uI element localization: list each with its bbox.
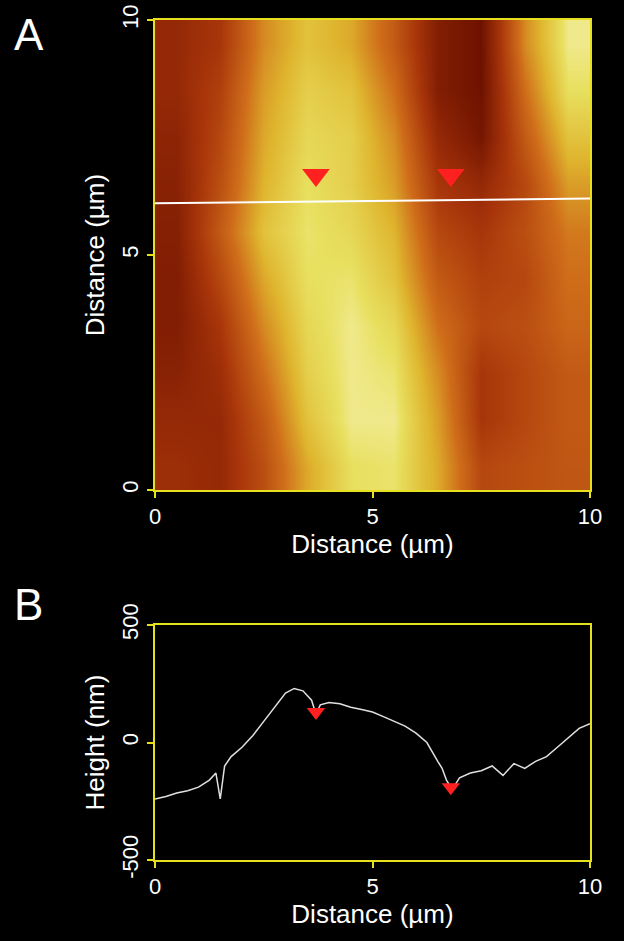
svg-text:0: 0 (149, 504, 161, 529)
svg-text:500: 500 (118, 603, 143, 640)
svg-text:0: 0 (149, 874, 161, 899)
svg-text:0: 0 (118, 481, 143, 493)
svg-text:10: 10 (578, 504, 602, 529)
svg-text:Height (nm): Height (nm) (80, 675, 110, 811)
svg-text:10: 10 (118, 4, 143, 28)
svg-text:5: 5 (366, 874, 378, 899)
svg-text:Distance (µm): Distance (µm) (80, 174, 110, 336)
svg-text:A: A (14, 10, 44, 59)
svg-text:Distance (µm): Distance (µm) (291, 529, 453, 559)
svg-text:0: 0 (118, 733, 143, 745)
svg-text:5: 5 (118, 246, 143, 258)
svg-text:B: B (14, 580, 43, 629)
svg-text:-500: -500 (118, 835, 143, 879)
svg-text:Distance (µm): Distance (µm) (291, 899, 453, 929)
svg-text:10: 10 (578, 874, 602, 899)
svg-text:5: 5 (366, 504, 378, 529)
